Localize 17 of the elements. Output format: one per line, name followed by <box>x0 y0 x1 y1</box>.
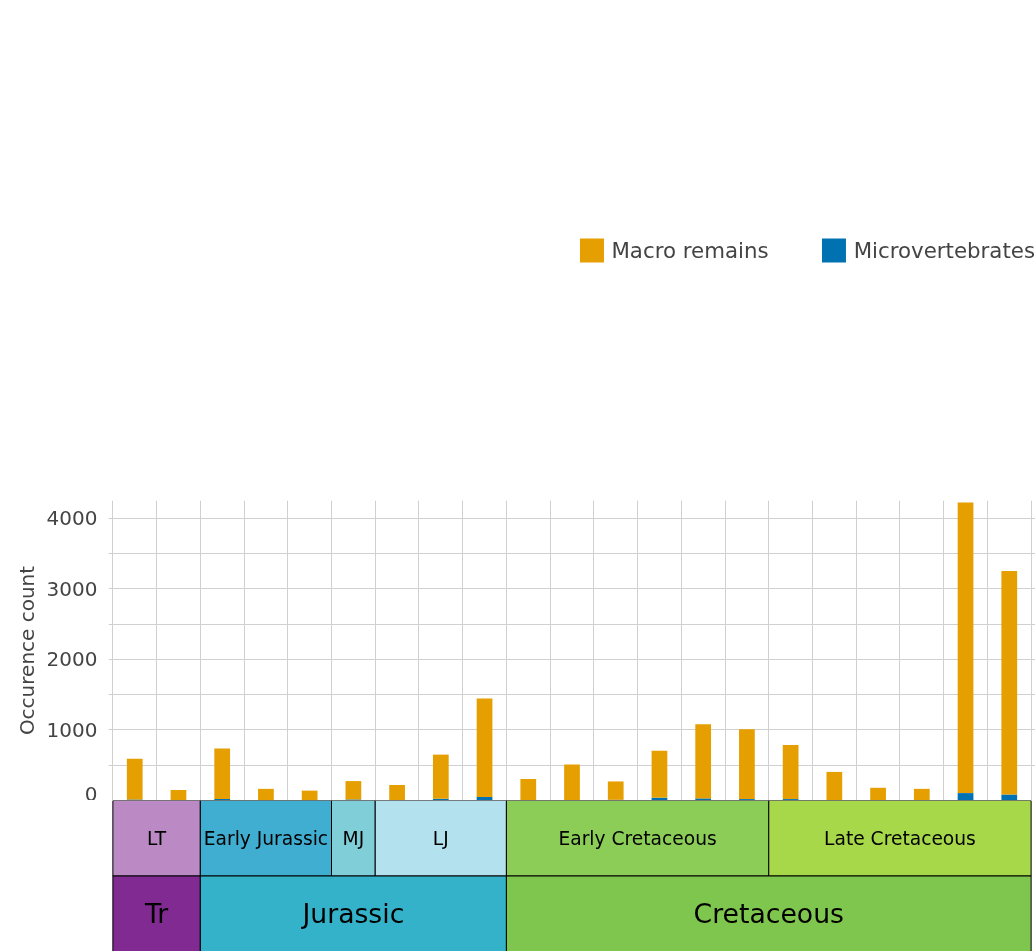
text: Tr <box>143 898 169 930</box>
legend-label: Microvertebrates <box>853 237 1035 263</box>
text: MJ <box>342 827 365 849</box>
y-tick-label: 1000 <box>46 717 98 742</box>
text: LT <box>146 827 167 849</box>
y-tick-label: 3000 <box>46 576 98 601</box>
text: Late Cretaceous <box>824 827 976 849</box>
y-tick-label: 0 <box>84 781 98 806</box>
y-tick-label: 4000 <box>46 506 98 531</box>
y-axis-title: Occurence count <box>14 565 39 736</box>
text: Jurassic <box>300 898 405 930</box>
text: Early Jurassic <box>203 827 329 849</box>
text: Cretaceous <box>693 898 844 930</box>
y-tick-label: 2000 <box>46 647 98 672</box>
legend-label: Macro remains <box>611 237 769 263</box>
text: LJ <box>432 827 449 849</box>
text: Early Cretaceous <box>558 827 717 849</box>
